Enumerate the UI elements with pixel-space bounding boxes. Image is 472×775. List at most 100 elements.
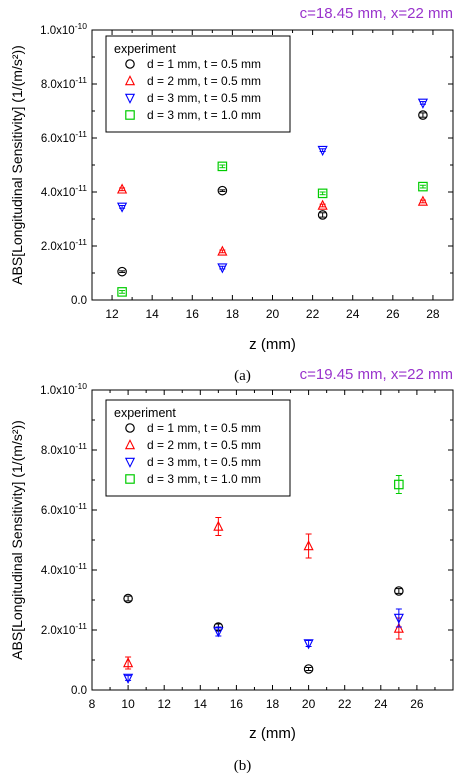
legend-label: d = 1 mm, t = 0.5 mm [147,421,261,435]
legend-marker [125,59,135,69]
series-circle [117,110,428,277]
data-point [213,627,224,638]
x-tick-label: 22 [338,697,352,711]
x-axis: 8 10 12 14 16 18 20 22 24 26 [89,390,436,711]
data-point [217,263,228,274]
x-tick-label: 24 [346,307,360,321]
x-tick-label: 14 [145,307,159,321]
x-tick-label: 16 [186,307,200,321]
data-point [117,266,127,277]
x-tick-label: 18 [266,697,280,711]
chart-a: c=18.45 mm, x=22 mm 12 14 16 18 20 22 24 26 28 z (… [9,5,454,384]
legend-box [105,399,291,497]
y-tick-label: 4.0x10-11 [41,561,87,577]
x-tick-label: 20 [302,697,316,711]
chart-title: c=18.45 mm, x=22 mm [300,5,453,22]
legend-marker [125,474,135,484]
x-axis: 12 14 16 18 20 22 24 26 28 [105,30,440,321]
x-tick-label: 22 [306,307,320,321]
data-point [116,202,128,213]
legend-title: experiment [114,406,176,420]
data-point [394,586,404,596]
data-point [393,613,404,624]
legend-label: d = 3 mm, t = 1.0 mm [147,472,261,486]
legend-marker [125,423,135,433]
x-tick-label: 12 [105,307,119,321]
series-circle [123,586,404,674]
legend-marker [124,75,136,86]
data-point [417,195,429,206]
x-axis-label: z (mm) [249,336,296,353]
y-tick-label: 4.0x10-11 [41,183,87,199]
data-point [117,287,127,297]
data-point [418,110,428,120]
chart-title: c=19.45 mm, x=22 mm [300,366,453,383]
data-point [123,673,134,684]
legend-marker [124,93,136,104]
x-tick-label: 18 [226,307,240,321]
x-tick-label: 10 [121,697,135,711]
series-triangle-down [116,98,429,274]
chart-b: c=19.45 mm, x=22 mm 8 10 12 14 16 18 20 22 24 26 z … [9,366,454,774]
figure-caption: (b) [234,758,252,774]
data-point [303,639,314,650]
legend-label: d = 3 mm, t = 0.5 mm [147,455,261,469]
data-point [317,145,328,157]
x-tick-label: 28 [426,307,440,321]
legend-title: experiment [114,42,176,56]
y-tick-label: 6.0x10-11 [41,129,87,145]
series-triangle-up [116,183,429,256]
data-point [213,520,224,531]
y-axis-label: ABS[Longitudinal Sensitivity] (1/(m/s²)) [9,45,25,285]
legend-label: d = 3 mm, t = 0.5 mm [147,91,261,105]
series-triangle-down [123,608,404,684]
y-tick-label: 1.0x10-10 [40,381,87,397]
y-tick-label: 6.0x10-11 [41,501,87,517]
x-tick-label: 12 [158,697,172,711]
y-tick-label: 2.0x10-11 [41,621,87,637]
x-tick-label: 24 [374,697,388,711]
y-tick-label: 0.0 [71,295,87,307]
data-point [394,479,404,490]
series-square [394,475,404,494]
data-point [123,657,134,668]
legend-marker [124,439,136,450]
x-tick-label: 16 [230,697,244,711]
legend-marker [124,457,136,468]
figure-caption: (a) [234,368,251,384]
legend-label: d = 3 mm, t = 1.0 mm [147,108,261,122]
data-point [317,199,328,210]
data-point [123,593,133,604]
y-axis: 0.0 2.0x10-11 4.0x10-11 6.0x10-11 8.0x10-11 1… [40,21,453,307]
data-point [217,185,228,196]
data-point [317,188,328,199]
legend-box [105,35,291,133]
x-tick-label: 8 [89,697,96,711]
y-axis: 0.0 2.0x10-11 4.0x10-11 6.0x10-11 8.0x10-11 1… [40,381,453,697]
x-axis-label: z (mm) [249,725,296,742]
data-point [116,183,128,194]
y-tick-label: 8.0x10-11 [41,75,87,91]
y-tick-label: 8.0x10-11 [41,441,87,457]
data-point [303,664,314,674]
data-point [417,98,429,109]
x-tick-label: 26 [410,697,424,711]
y-axis-label: ABS[Longitudinal Sensitivity] (1/(m/s²)) [9,420,25,660]
legend-label: d = 2 mm, t = 0.5 mm [147,74,261,88]
x-tick-label: 20 [266,307,280,321]
data-point [217,161,228,172]
legend-marker [125,110,135,120]
y-tick-label: 0.0 [71,685,87,697]
x-tick-label: 14 [194,697,208,711]
data-point [393,622,404,633]
legend-label: d = 1 mm, t = 0.5 mm [147,57,261,71]
data-point [217,245,228,256]
data-point [418,181,428,192]
y-tick-label: 2.0x10-11 [41,237,87,253]
x-tick-label: 26 [386,307,400,321]
series-triangle-up [123,517,404,670]
data-point [303,540,314,551]
